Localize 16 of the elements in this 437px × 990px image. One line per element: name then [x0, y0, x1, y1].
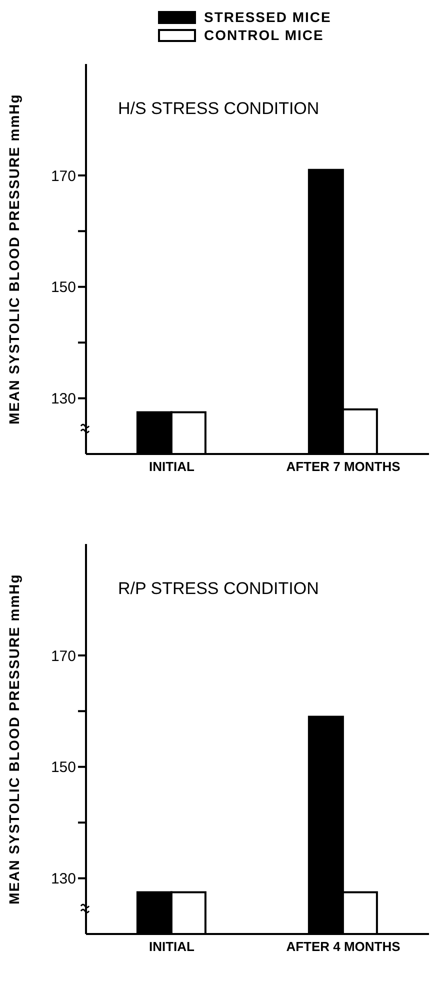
x-tick-label: AFTER 7 MONTHS — [286, 459, 401, 474]
y-tick-label: 170 — [50, 168, 76, 185]
y-tick-label: 130 — [50, 390, 76, 408]
x-tick-label: AFTER 4 MONTHS — [286, 939, 401, 954]
y-tick-label: 170 — [50, 648, 76, 665]
y-axis-title: MEAN SYSTOLIC BLOOD PRESSURE mmHg — [6, 574, 22, 904]
y-axis-title: MEAN SYSTOLIC BLOOD PRESSURE mmHg — [6, 94, 22, 424]
y-tick-label: 150 — [50, 279, 76, 296]
legend-label: STRESSED MICE — [204, 8, 332, 26]
x-tick-label: INITIAL — [149, 459, 195, 474]
x-tick-label: INITIAL — [149, 939, 195, 954]
text: H/S STRESS CONDITION — [118, 99, 320, 119]
y-tick-label: 150 — [50, 759, 76, 776]
text: R/P STRESS CONDITION — [118, 579, 319, 599]
y-tick-label: 130 — [50, 870, 76, 888]
legend-label: CONTROL MICE — [204, 26, 324, 44]
